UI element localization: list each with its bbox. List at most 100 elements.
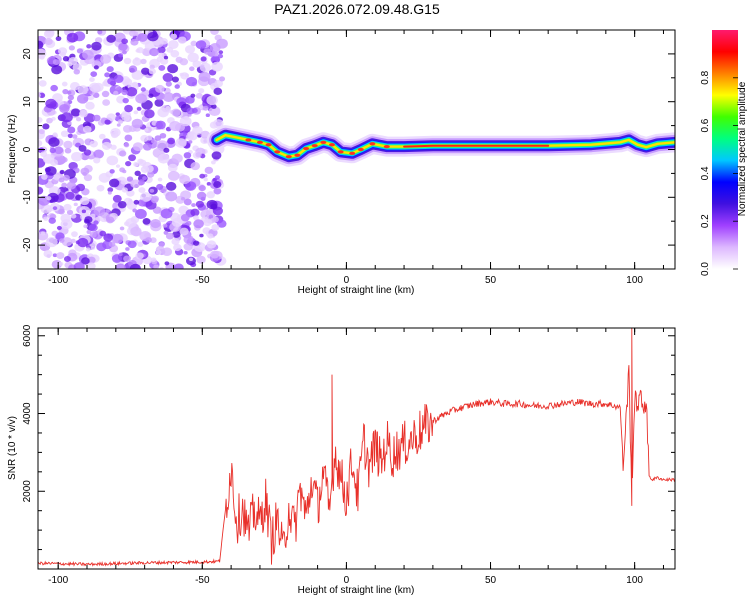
noise-blob [111,254,123,263]
noise-blob [46,196,52,201]
chart-title: PAZ1.2026.072.09.48.G15 [274,1,440,17]
y-tick-label: -10 [22,190,33,205]
noise-blob [47,192,59,203]
noise-blob [154,135,162,141]
y-axis-label-top: Frequency (Hz) [7,115,18,184]
noise-blob [188,140,193,144]
y-tick-label: 4000 [22,402,33,425]
noise-blob [59,238,65,243]
x-axis-top: -100 -50 0 50 100 [48,30,664,286]
noise-blob [132,142,144,151]
carrier-peak [357,147,364,152]
noise-blob [130,226,142,237]
x-tick-label: 0 [344,275,350,286]
noise-blob [217,53,224,59]
noise-blob [38,40,44,49]
x-axis-label-top: Height of straight line (km) [298,285,415,296]
noise-blob [132,81,139,87]
noise-blob [113,74,124,84]
noise-blob [123,57,132,65]
noise-blob [140,87,146,92]
noise-blob [89,231,97,238]
noise-blob [76,183,86,192]
noise-blob [168,39,179,49]
noise-blob [56,252,65,259]
y-tick-label: -20 [22,237,33,252]
noise-blob [142,218,151,225]
noise-blob [52,132,58,137]
noise-blob [106,155,119,166]
noise-blob [196,191,207,200]
noise-blob [117,119,124,124]
noise-blob [82,125,92,134]
noise-blob [172,230,181,238]
noise-blob [183,116,189,121]
noise-blob [110,144,117,150]
colorbar-tick-label: 0.4 [700,166,711,180]
noise-blob [125,247,130,251]
noise-blob [107,77,116,85]
y-tick-label: 10 [22,96,33,108]
y-axis-label-bottom: SNR (10 * v/v) [7,416,18,480]
noise-blob [216,219,227,228]
noise-blob [122,124,133,133]
noise-blob [155,84,165,93]
noise-blob [135,93,148,104]
noise-blob [157,46,166,54]
noise-blob [156,183,164,190]
noise-blob [219,76,226,82]
noise-blob [159,132,167,139]
noise-blob [162,92,175,103]
x-tick-label: -50 [195,275,210,286]
noise-blob [170,50,180,58]
x-tick-label: 50 [485,575,497,586]
noise-blob [46,117,53,124]
x-tick-label: 100 [626,575,643,586]
noise-blob [44,167,51,173]
noise-blob [61,182,68,188]
noise-blob [58,261,64,266]
noise-blob [157,177,163,182]
noise-blob [150,257,157,263]
x-tick-label: 100 [626,275,643,286]
noise-blob [180,196,186,201]
noise-blob [149,47,159,57]
x-tick-label: -100 [48,275,68,286]
noise-blob [158,52,165,58]
noise-blob [214,175,221,180]
noise-blob [76,93,89,104]
snr-line [38,328,675,567]
noise-blob [93,65,99,70]
noise-blob [68,57,78,66]
noise-blob [183,198,192,206]
noise-blob [164,261,170,266]
noise-blob [210,30,219,35]
carrier-peak [303,146,310,151]
noise-blob [90,213,96,218]
noise-blob [81,257,90,265]
noise-blob [192,240,200,246]
noise-blob [211,61,223,72]
noise-blob [40,231,46,236]
noise-blob [156,56,163,62]
noise-blob [153,264,160,269]
noise-blob [96,184,105,192]
noise-blob [90,71,98,78]
noise-blob [138,187,146,194]
colorbar-ticks: 0.0 0.2 0.4 0.6 0.8 [700,70,738,276]
noise-blob [121,187,128,193]
noise-blob [189,66,195,72]
noise-blob [77,237,89,248]
x-axis-label-bottom: Height of straight line (km) [298,585,415,596]
noise-blob [88,223,98,232]
snr-series [38,328,675,567]
noise-blob [167,137,176,145]
noise-blob [184,45,196,54]
noise-blob [78,144,87,152]
noise-blob [59,103,70,114]
noise-blob [50,159,59,166]
colorbar: 0.0 0.2 0.4 0.6 0.8 Normalized spectral ampl… [700,30,748,276]
noise-blob [83,174,93,182]
noise-blob [213,87,223,95]
